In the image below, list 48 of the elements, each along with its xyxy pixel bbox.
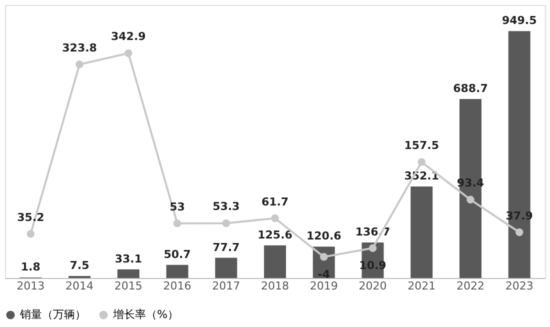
data-label: 125.6 <box>258 228 293 242</box>
data-label: 949.5 <box>502 14 537 28</box>
x-tick-label: 2020 <box>358 280 387 292</box>
x-tick-label: 2014 <box>66 280 94 292</box>
point <box>124 49 132 58</box>
x-tick-label: 2017 <box>212 280 240 292</box>
x-tick-label: 2023 <box>505 280 534 292</box>
x-tick-label: 2021 <box>408 280 436 292</box>
data-label: -4 <box>318 268 330 281</box>
data-label: 323.8 <box>62 41 97 54</box>
point <box>418 158 426 166</box>
data-label: 7.5 <box>70 259 90 272</box>
legend-label: 增长率（%） <box>112 308 178 321</box>
x-tick-label: 2018 <box>261 280 289 292</box>
x-tick-label: 2022 <box>456 280 484 292</box>
bar <box>264 245 286 278</box>
bar <box>117 269 140 278</box>
point <box>76 60 84 68</box>
x-tick-label: 2013 <box>16 280 45 292</box>
point <box>320 253 328 261</box>
data-label: 342.9 <box>110 30 146 44</box>
bar <box>215 258 238 278</box>
data-label: 61.7 <box>261 195 289 208</box>
data-label: 1.8 <box>20 260 40 274</box>
point <box>515 228 524 236</box>
bar <box>459 98 482 278</box>
data-label: 688.7 <box>453 82 488 95</box>
bar <box>166 264 188 278</box>
data-label: 50.7 <box>164 248 191 261</box>
data-label: 157.5 <box>404 139 440 152</box>
data-label: 120.6 <box>306 230 342 243</box>
bar <box>508 31 530 278</box>
data-label: 33.1 <box>114 252 142 266</box>
data-label: 53 <box>170 200 185 214</box>
point <box>368 244 377 252</box>
x-tick-label: 2019 <box>310 280 338 292</box>
data-label: 35.2 <box>17 210 44 224</box>
x-tick-label: 2016 <box>163 280 192 292</box>
point <box>271 214 279 222</box>
legend-label: 销量（万辆） <box>19 308 86 321</box>
data-label: 53.3 <box>212 200 240 214</box>
point <box>173 220 182 228</box>
point <box>26 230 35 238</box>
point <box>222 219 230 228</box>
x-tick-label: 2015 <box>114 280 142 292</box>
point <box>466 196 474 204</box>
bar <box>410 186 433 278</box>
data-label: 77.7 <box>212 240 240 254</box>
